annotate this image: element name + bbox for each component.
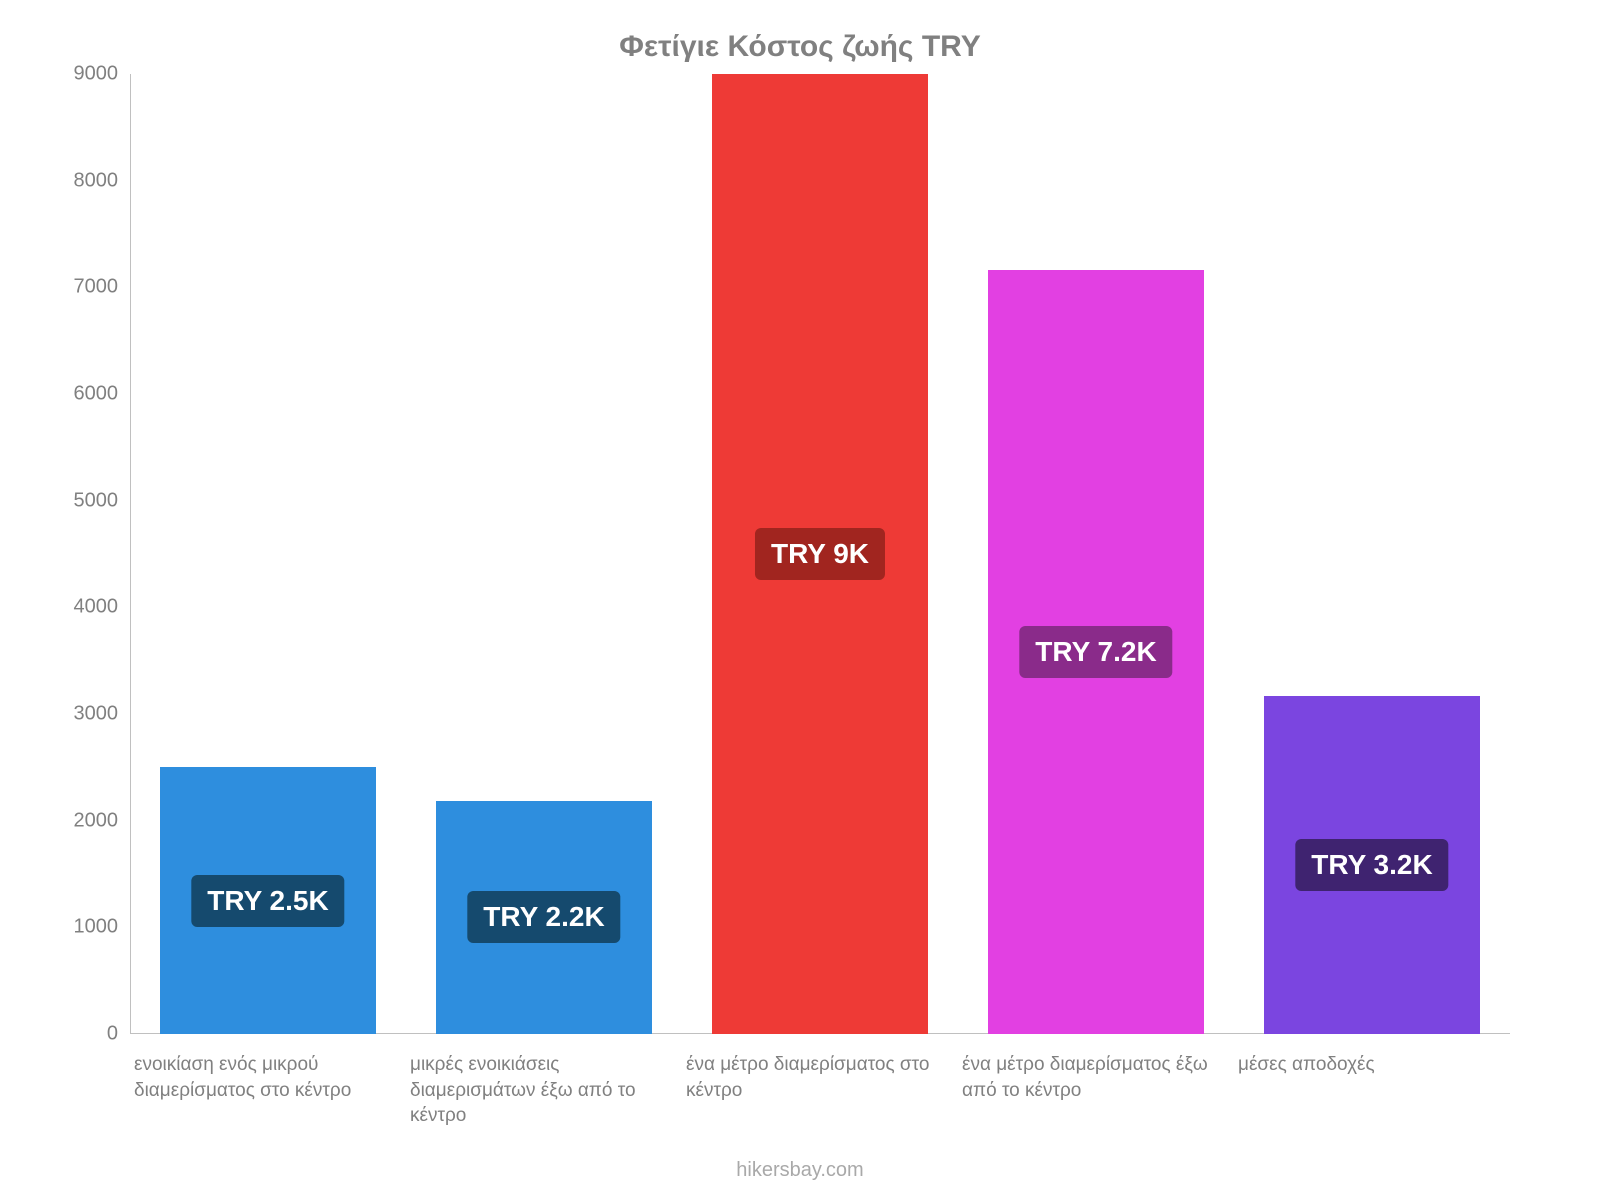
- y-tick: 6000: [50, 383, 118, 406]
- bar: TRY 2.2K: [436, 801, 651, 1034]
- value-badge: TRY 2.2K: [467, 891, 620, 943]
- bar-slot: TRY 3.2K: [1234, 74, 1510, 1034]
- x-axis-label: μέσες αποδοχές: [1234, 1052, 1510, 1129]
- y-axis: 0100020003000400050006000700080009000: [50, 74, 130, 1034]
- y-tick: 8000: [50, 169, 118, 192]
- bar: TRY 9K: [712, 74, 927, 1034]
- y-tick: 1000: [50, 916, 118, 939]
- y-tick: 5000: [50, 489, 118, 512]
- y-tick: 2000: [50, 809, 118, 832]
- value-badge: TRY 9K: [755, 528, 885, 580]
- y-tick: 3000: [50, 703, 118, 726]
- bar: TRY 2.5K: [160, 767, 375, 1034]
- x-axis-labels: ενοικίαση ενός μικρού διαμερίσματος στο …: [130, 1052, 1510, 1129]
- bar-slot: TRY 9K: [682, 74, 958, 1034]
- bar-slot: TRY 2.5K: [130, 74, 406, 1034]
- x-axis-label: ενοικίαση ενός μικρού διαμερίσματος στο …: [130, 1052, 406, 1129]
- y-tick: 4000: [50, 596, 118, 619]
- y-tick: 9000: [50, 63, 118, 86]
- bar-slot: TRY 2.2K: [406, 74, 682, 1034]
- chart-title: Φετίγιε Κόστος ζωής TRY: [50, 30, 1550, 64]
- x-axis-label: μικρές ενοικιάσεις διαμερισμάτων έξω από…: [406, 1052, 682, 1129]
- bar-slot: TRY 7.2K: [958, 74, 1234, 1034]
- bar: TRY 7.2K: [988, 270, 1203, 1034]
- chart-container: Φετίγιε Κόστος ζωής TRY 0100020003000400…: [50, 30, 1550, 1160]
- attribution-text: hikersbay.com: [0, 1159, 1600, 1182]
- x-axis-label: ένα μέτρο διαμερίσματος στο κέντρο: [682, 1052, 958, 1129]
- value-badge: TRY 3.2K: [1295, 839, 1448, 891]
- plot-area: 0100020003000400050006000700080009000 TR…: [130, 74, 1510, 1034]
- value-badge: TRY 2.5K: [191, 875, 344, 927]
- y-tick: 7000: [50, 276, 118, 299]
- value-badge: TRY 7.2K: [1019, 626, 1172, 678]
- bar: TRY 3.2K: [1264, 696, 1479, 1034]
- y-tick: 0: [50, 1023, 118, 1046]
- bars-group: TRY 2.5K TRY 2.2K TRY 9K TRY 7.2K TRY 3.2K: [130, 74, 1510, 1034]
- x-axis-label: ένα μέτρο διαμερίσματος έξω από το κέντρ…: [958, 1052, 1234, 1129]
